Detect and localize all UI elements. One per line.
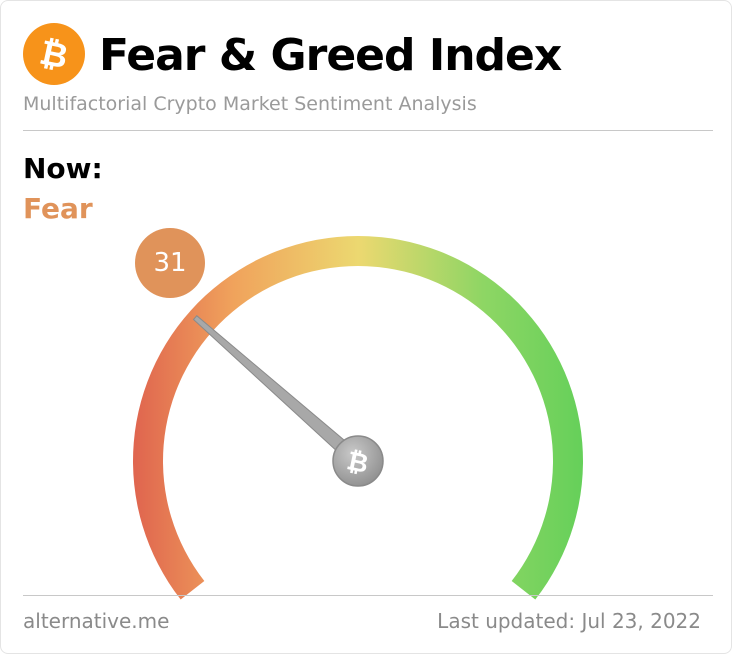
footer-divider (23, 595, 713, 596)
header-divider (23, 130, 713, 131)
gauge-arc (133, 236, 583, 600)
now-label: Now: (23, 152, 103, 185)
page-subtitle: Multifactorial Crypto Market Sentiment A… (23, 93, 477, 115)
gauge-hub: ₿ (332, 435, 384, 487)
page-title: Fear & Greed Index (99, 30, 562, 81)
source-link[interactable]: alternative.me (23, 609, 170, 633)
last-updated: Last updated: Jul 23, 2022 (437, 609, 701, 633)
bitcoin-icon: ₿ (23, 23, 85, 85)
index-value-badge: 31 (135, 228, 205, 298)
sentiment-classification: Fear (23, 192, 93, 225)
gauge-needle (192, 314, 364, 468)
